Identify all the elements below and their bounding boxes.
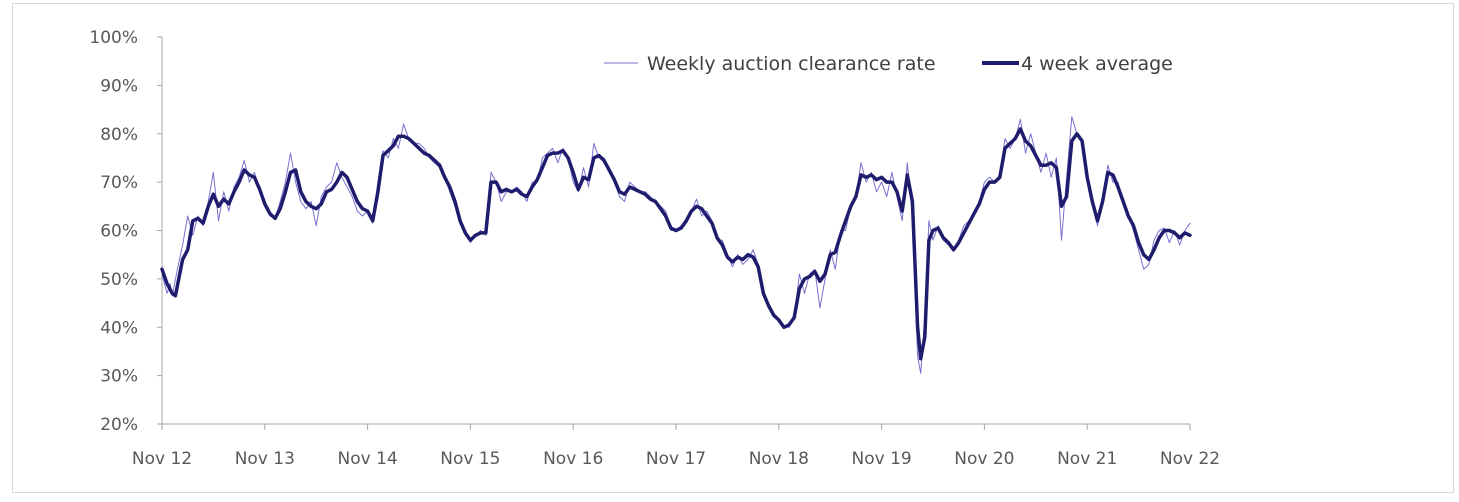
series-line-4-week-average bbox=[160, 127, 1192, 361]
y-tick-label: 90% bbox=[100, 76, 138, 96]
legend: Weekly auction clearance rate 4 week ave… bbox=[604, 53, 1173, 75]
x-tick-label: Nov 16 bbox=[543, 449, 603, 469]
x-tick-label: Nov 21 bbox=[1057, 449, 1117, 469]
series-layer bbox=[160, 116, 1192, 374]
x-tick-label: Nov 13 bbox=[235, 449, 295, 469]
x-tick-label: Nov 12 bbox=[132, 449, 192, 469]
x-tick-label: Nov 15 bbox=[440, 449, 500, 469]
y-tick-label: 100% bbox=[89, 28, 138, 48]
x-tick-label: Nov 19 bbox=[851, 449, 911, 469]
y-tick-label: 20% bbox=[100, 415, 138, 435]
y-tick-label: 80% bbox=[100, 125, 138, 145]
x-tick-label: Nov 17 bbox=[646, 449, 706, 469]
y-tick-label: 70% bbox=[100, 173, 138, 193]
x-tick-label: Nov 14 bbox=[337, 449, 397, 469]
x-axis-ticks: Nov 12 Nov 13 Nov 14 Nov 15 Nov 16 Nov 17 Nov … bbox=[132, 424, 1220, 469]
legend-average-label: 4 week average bbox=[1021, 53, 1173, 75]
y-tick-label: 60% bbox=[100, 222, 138, 242]
y-axis-ticks: 20% 30% 40% 50% 60% 70% 80% 90% 100% bbox=[89, 28, 162, 435]
x-tick-label: Nov 22 bbox=[1160, 449, 1220, 469]
chart-frame bbox=[12, 3, 1454, 493]
x-tick-label: Nov 18 bbox=[749, 449, 809, 469]
y-tick-label: 50% bbox=[100, 270, 138, 290]
legend-weekly-label: Weekly auction clearance rate bbox=[647, 53, 936, 75]
y-tick-label: 30% bbox=[100, 367, 138, 387]
x-tick-label: Nov 20 bbox=[954, 449, 1014, 469]
y-tick-label: 40% bbox=[100, 318, 138, 338]
